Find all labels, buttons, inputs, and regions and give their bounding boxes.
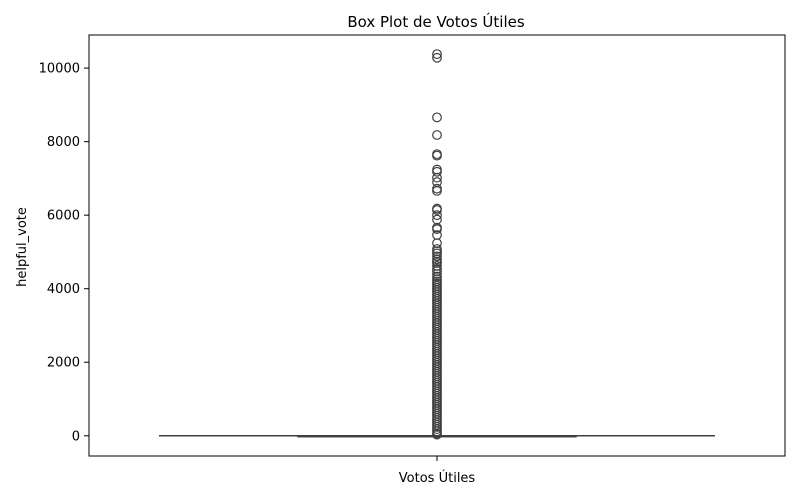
- outlier-point: [432, 210, 442, 221]
- y-tick-label: 10000: [39, 62, 80, 77]
- outlier-points: [432, 49, 442, 440]
- y-axis-ticks: 0 2000 4000 6000 8000 10000: [39, 62, 89, 444]
- y-tick-label: 6000: [47, 209, 80, 224]
- outlier-point: [432, 52, 442, 63]
- outlier-point: [432, 49, 442, 60]
- y-tick-label: 0: [72, 429, 80, 444]
- plot-frame: [88, 34, 786, 457]
- outlier-point: [432, 166, 442, 177]
- chart-title: Box Plot de Votos Útiles: [347, 12, 525, 31]
- outlier-point: [432, 269, 442, 279]
- y-tick-label: 4000: [47, 282, 80, 297]
- y-tick-label: 8000: [47, 135, 80, 150]
- outlier-point: [432, 251, 442, 262]
- x-axis-ticks: Votos Útiles: [399, 456, 476, 486]
- outlier-point: [432, 172, 442, 183]
- outlier-point: [432, 130, 442, 140]
- outlier-point: [432, 224, 442, 235]
- outlier-point: [432, 205, 442, 215]
- outlier-point: [432, 429, 442, 440]
- y-axis-label: helpful_vote: [15, 207, 30, 287]
- outlier-point: [432, 185, 442, 196]
- y-tick-label: 2000: [47, 356, 80, 371]
- outlier-point: [432, 150, 442, 161]
- x-tick-label: Votos Útiles: [399, 470, 476, 486]
- outlier-point: [432, 112, 442, 123]
